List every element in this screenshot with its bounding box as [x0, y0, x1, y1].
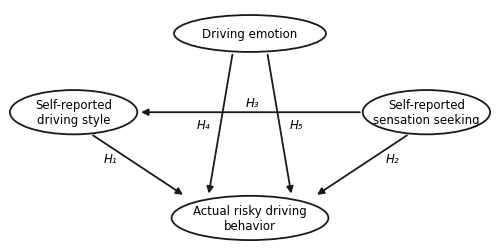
Text: Driving emotion: Driving emotion	[202, 28, 298, 41]
Text: H₅: H₅	[290, 118, 304, 132]
Text: H₂: H₂	[386, 153, 399, 166]
Ellipse shape	[362, 91, 490, 135]
Text: H₁: H₁	[104, 153, 117, 166]
Text: H₄: H₄	[196, 118, 210, 132]
Text: H₃: H₃	[246, 96, 260, 110]
Text: Actual risky driving
behavior: Actual risky driving behavior	[193, 204, 307, 232]
Ellipse shape	[172, 196, 328, 240]
Ellipse shape	[174, 16, 326, 53]
Text: Self-reported
driving style: Self-reported driving style	[35, 99, 112, 127]
Text: Self-reported
sensation seeking: Self-reported sensation seeking	[373, 99, 480, 127]
Ellipse shape	[10, 91, 138, 135]
